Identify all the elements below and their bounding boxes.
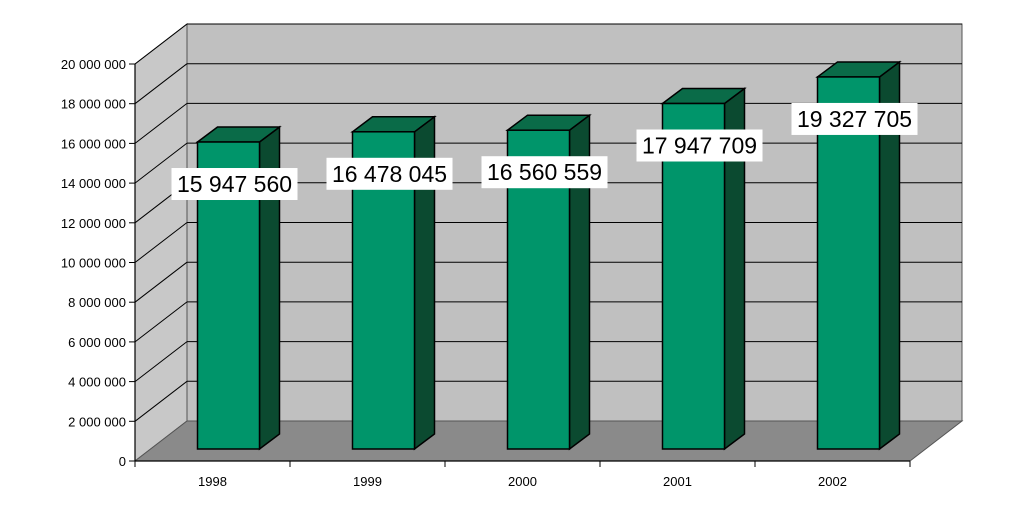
y-tick-label: 16 000 000 [61,136,126,151]
data-labels: 15 947 560 16 478 045 16 560 559 17 947 709… [171,102,918,201]
y-tick-label: 10 000 000 [61,256,126,271]
data-label-box [791,102,918,135]
data-label-2002: 19 327 705 [791,102,918,135]
data-label-text: 16 560 559 [487,159,602,185]
gridline-side [134,341,188,382]
data-label-1998: 15 947 560 [171,168,298,201]
y-tick-label: 20 000 000 [61,57,126,72]
x-tick-label-2002: 2002 [818,474,847,489]
y-tick-label: 6 000 000 [68,335,126,350]
y-tick-label: 14 000 000 [61,176,126,191]
y-tick-label: 4 000 000 [68,375,126,390]
gridline-side [134,222,188,263]
data-label-text: 15 947 560 [177,171,292,197]
data-label-text: 16 478 045 [332,161,447,187]
gridline-side [134,63,188,105]
gridline-side [134,380,188,422]
axes [129,63,911,467]
data-label-2000: 16 560 559 [481,156,608,189]
gridline-side [134,23,188,65]
y-tick-label: 12 000 000 [61,216,126,231]
data-label-box [481,156,608,189]
x-tick-label-1998: 1998 [198,474,227,489]
gridline-side [134,261,188,303]
data-label-text: 17 947 709 [642,133,757,159]
x-tick-label-1999: 1999 [353,474,382,489]
data-label-box [326,157,453,190]
data-label-box [171,168,298,201]
data-label-1999: 16 478 045 [326,157,453,190]
y-tick-label: 18 000 000 [61,97,126,112]
x-tick-label-2001: 2001 [663,474,692,489]
data-label-text: 19 327 705 [797,106,912,132]
data-label-2001: 17 947 709 [636,129,763,162]
tick-labels: 0 2 000 000 4 000 000 6 000 000 8 000 000 10 … [61,57,847,489]
bar-2002 [816,76,881,450]
y-tick-label: 0 [119,454,126,469]
x-tick-label-2000: 2000 [508,474,537,489]
y-tick-label: 2 000 000 [68,414,126,429]
data-label-box [636,129,763,162]
y-tick-label: 8 000 000 [68,295,126,310]
gridline-side [134,301,188,343]
gridline-side [134,103,188,144]
gridline-side [134,142,188,184]
